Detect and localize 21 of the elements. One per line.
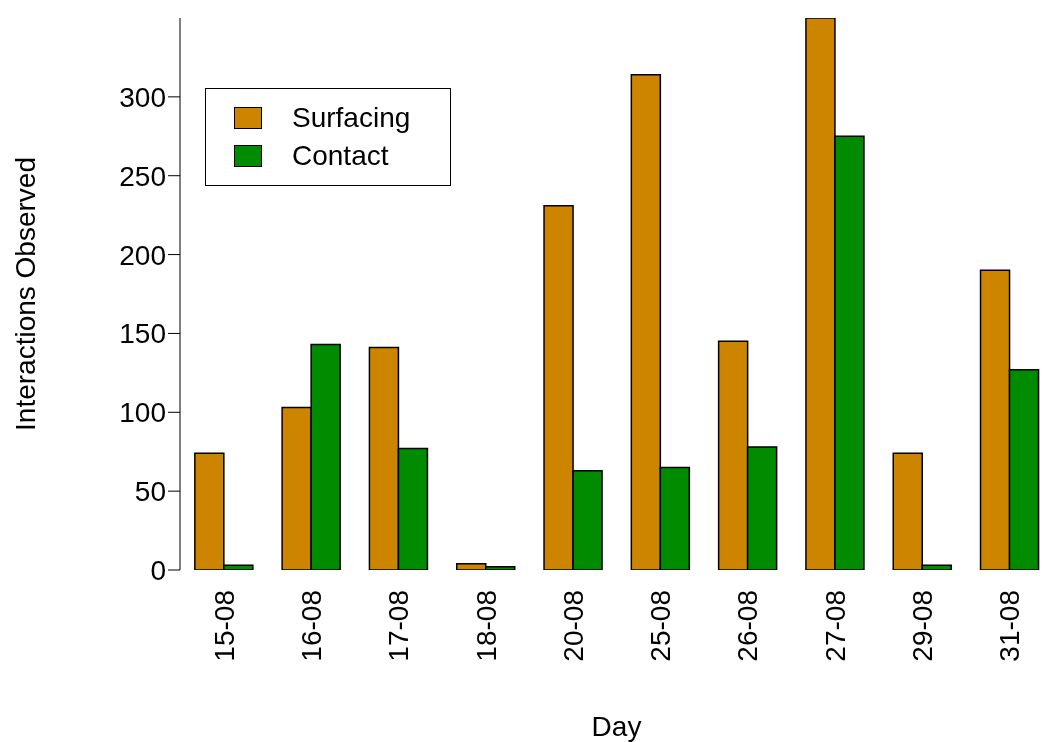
x-tick-label: 17-08 <box>383 590 415 662</box>
x-tick-label: 18-08 <box>470 590 502 662</box>
x-tick-label: 15-08 <box>208 590 240 662</box>
x-tick-label: 26-08 <box>732 590 764 662</box>
x-tick-label: 27-08 <box>819 590 851 662</box>
x-axis-title: Day <box>591 711 642 742</box>
y-tick-label: 250 <box>119 160 166 192</box>
x-tick-label: 25-08 <box>645 590 677 662</box>
y-tick-label: 100 <box>119 397 166 429</box>
y-tick-label: 200 <box>119 239 166 271</box>
y-tick-label: 50 <box>134 476 166 508</box>
legend-label: Contact <box>292 140 389 172</box>
y-tick-label: 150 <box>119 318 166 350</box>
x-tick-label: 29-08 <box>907 590 939 662</box>
x-tick-label: 20-08 <box>557 590 589 662</box>
x-tick-label: 31-08 <box>994 590 1026 662</box>
y-tick-label: 300 <box>119 81 166 113</box>
y-tick-label: 0 <box>150 554 166 586</box>
y-axis-title: Interactions Observed <box>9 157 41 431</box>
x-tick-label: 16-08 <box>295 590 327 662</box>
legend-label: Surfacing <box>292 102 411 134</box>
